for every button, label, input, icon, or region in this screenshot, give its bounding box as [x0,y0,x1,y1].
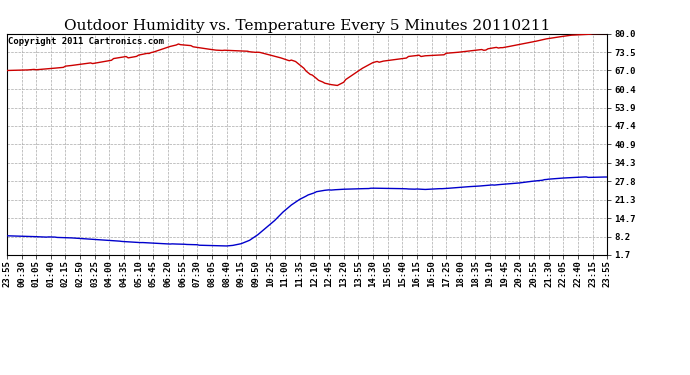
Text: Copyright 2011 Cartronics.com: Copyright 2011 Cartronics.com [8,37,164,46]
Title: Outdoor Humidity vs. Temperature Every 5 Minutes 20110211: Outdoor Humidity vs. Temperature Every 5… [64,19,550,33]
